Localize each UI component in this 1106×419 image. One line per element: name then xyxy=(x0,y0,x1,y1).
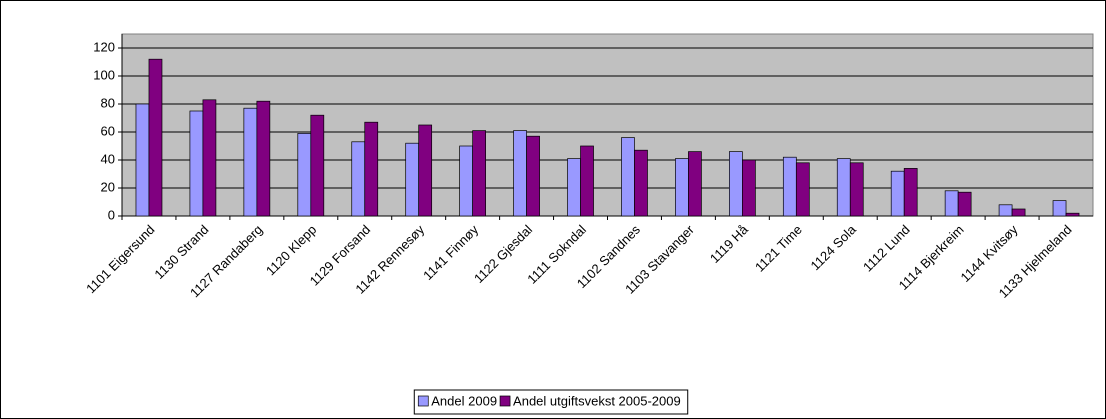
bar xyxy=(202,99,217,217)
bar xyxy=(957,191,972,217)
bar xyxy=(364,121,379,217)
legend-swatch xyxy=(417,395,429,407)
bar xyxy=(836,158,851,217)
bar xyxy=(1065,212,1080,217)
bar xyxy=(580,145,594,217)
bar xyxy=(1011,208,1026,217)
bar xyxy=(513,130,527,217)
legend-swatch xyxy=(499,395,511,407)
bar xyxy=(944,190,959,217)
bar xyxy=(688,151,702,217)
bar xyxy=(567,158,581,217)
y-tick-label: 20 xyxy=(101,179,115,194)
y-tick-label: 60 xyxy=(101,123,115,138)
bar xyxy=(621,137,635,217)
bar xyxy=(297,133,312,217)
legend-box xyxy=(413,389,689,415)
bar xyxy=(782,156,797,217)
bar xyxy=(135,103,150,217)
bar xyxy=(849,162,864,217)
bar xyxy=(472,130,486,217)
bar xyxy=(243,107,258,217)
legend-label: Andel 2009 xyxy=(431,393,497,408)
plot-area xyxy=(121,33,1094,217)
y-tick-label: 100 xyxy=(93,67,115,82)
y-tick-label: 80 xyxy=(101,95,115,110)
bar xyxy=(634,149,648,217)
bar xyxy=(526,135,540,217)
bar xyxy=(675,158,689,217)
bar xyxy=(729,151,743,217)
bar xyxy=(256,100,271,217)
legend: Andel 2009 Andel utgiftsvekst 2005-2009 xyxy=(413,389,689,415)
bar xyxy=(742,159,756,217)
bar xyxy=(418,124,433,217)
legend-label: Andel utgiftsvekst 2005-2009 xyxy=(513,393,681,408)
bar xyxy=(890,170,905,217)
bar xyxy=(1052,200,1067,217)
bar xyxy=(903,168,918,217)
bar xyxy=(459,145,473,217)
y-tick-label: 120 xyxy=(93,39,115,54)
bar xyxy=(795,162,810,217)
bar xyxy=(148,58,163,217)
bar xyxy=(310,114,325,217)
bar xyxy=(405,142,420,217)
y-tick-label: 40 xyxy=(101,151,115,166)
bar xyxy=(189,110,204,217)
bar xyxy=(998,204,1013,217)
bar xyxy=(351,141,366,217)
y-tick-label: 0 xyxy=(108,207,115,222)
